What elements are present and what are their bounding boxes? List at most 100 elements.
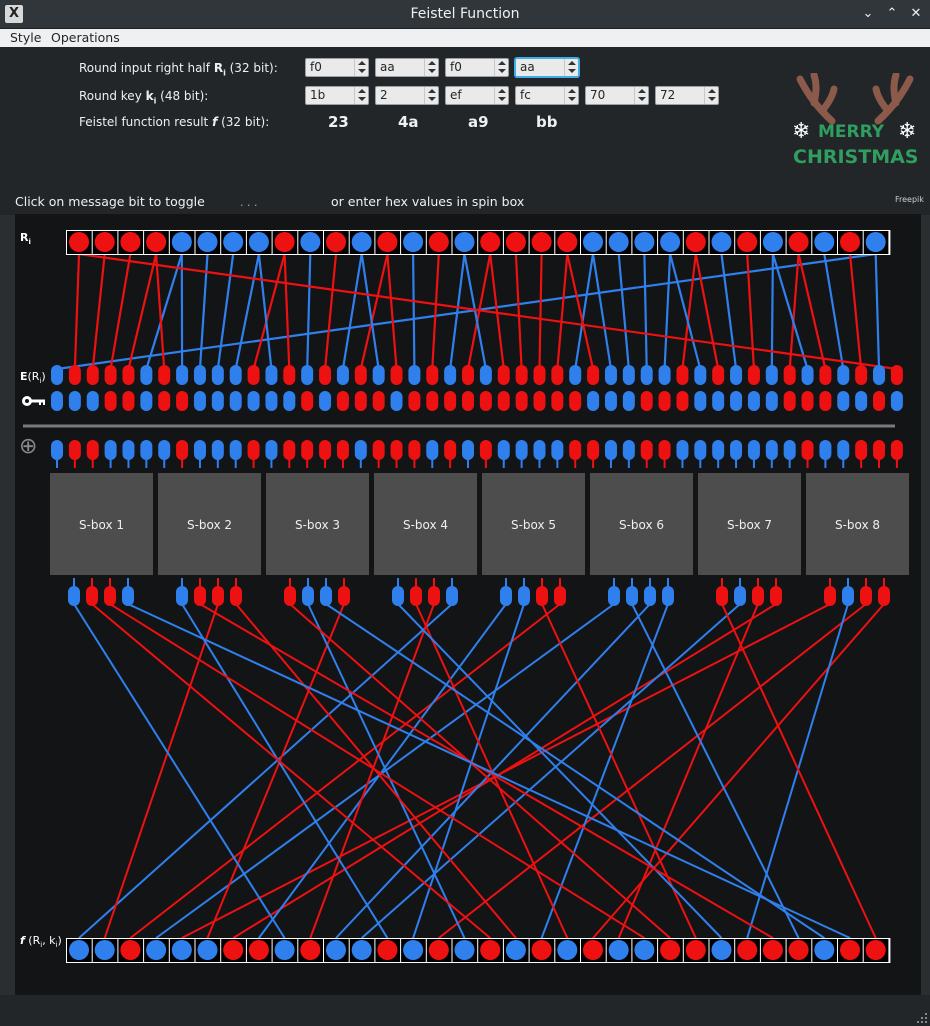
key-bit[interactable] [890,391,903,411]
ri-spinbox-3-value[interactable]: f0 [450,60,462,74]
ri-bit[interactable] [788,232,809,252]
ri-spinbox-3[interactable]: f0 [445,58,509,77]
key-bit[interactable] [158,391,171,411]
ri-spinbox-4[interactable]: aa [515,58,579,77]
spin-arrows-icon[interactable] [494,87,508,104]
key-bit[interactable] [336,391,349,411]
key-bit[interactable] [676,391,689,411]
ri-bit[interactable] [223,232,244,252]
key-bit[interactable] [694,391,707,411]
key-bit[interactable] [211,391,224,411]
ki-spinbox-6[interactable]: 72 [655,86,719,105]
ri-bit[interactable] [403,232,424,252]
key-bit[interactable] [319,391,332,411]
key-bit[interactable] [104,391,117,411]
key-bit[interactable] [372,391,385,411]
ri-bit[interactable] [685,232,706,252]
key-bit[interactable] [551,391,564,411]
ri-bit[interactable] [480,232,501,252]
key-bit[interactable] [229,391,242,411]
maximize-icon[interactable]: ⌃ [886,6,898,21]
ri-bit[interactable] [377,232,398,252]
spin-arrows-icon[interactable] [354,87,368,104]
ri-bit[interactable] [865,232,886,252]
key-bit[interactable] [747,391,760,411]
spin-arrows-icon[interactable] [494,59,508,76]
key-bit[interactable] [68,391,81,411]
spin-arrows-icon[interactable] [424,59,438,76]
ri-bit[interactable] [171,232,192,252]
ri-bit[interactable] [146,232,167,252]
ki-spinbox-4[interactable]: fc [515,86,579,105]
key-bit[interactable] [354,391,367,411]
ri-bit[interactable] [274,232,295,252]
key-bit[interactable] [622,391,635,411]
key-bit[interactable] [479,391,492,411]
key-bit[interactable] [122,391,135,411]
resize-grip-icon[interactable] [916,1012,928,1024]
ri-bit[interactable] [531,232,552,252]
spin-arrows-icon[interactable] [704,87,718,104]
key-bit[interactable] [712,391,725,411]
ri-bit[interactable] [351,232,372,252]
ri-bit[interactable] [197,232,218,252]
ri-bit[interactable] [120,232,141,252]
key-bit[interactable] [462,391,475,411]
key-bit[interactable] [730,391,743,411]
key-bit[interactable] [193,391,206,411]
close-icon[interactable]: ✕ [910,6,922,21]
ri-bit[interactable] [711,232,732,252]
ki-spinbox-3-value[interactable]: ef [450,88,462,102]
key-bit[interactable] [533,391,546,411]
key-bit[interactable] [783,391,796,411]
ki-spinbox-2-value[interactable]: 2 [380,88,388,102]
ri-spinbox-2-value[interactable]: aa [380,60,395,74]
ri-bit[interactable] [94,232,115,252]
key-bit[interactable] [86,391,99,411]
ri-bit[interactable] [737,232,758,252]
spin-arrows-icon[interactable] [354,59,368,76]
key-bit[interactable] [801,391,814,411]
ri-spinbox-2[interactable]: aa [375,58,439,77]
key-bit[interactable] [426,391,439,411]
ri-bit[interactable] [300,232,321,252]
key-bit[interactable] [873,391,886,411]
key-bit[interactable] [247,391,260,411]
key-bit[interactable] [515,391,528,411]
key-bit[interactable] [819,391,832,411]
ki-spinbox-1[interactable]: 1b [305,86,369,105]
key-bit[interactable] [658,391,671,411]
key-bit[interactable] [408,391,421,411]
key-bit[interactable] [301,391,314,411]
ri-bit[interactable] [557,232,578,252]
spin-arrows-icon[interactable] [424,87,438,104]
minimize-icon[interactable]: ⌄ [862,6,874,21]
ri-bit[interactable] [762,232,783,252]
key-bit[interactable] [283,391,296,411]
spin-arrows-icon[interactable] [564,59,578,76]
ri-bit[interactable] [660,232,681,252]
ri-bit[interactable] [428,232,449,252]
ri-bit[interactable] [454,232,475,252]
ki-spinbox-6-value[interactable]: 72 [660,88,676,102]
menu-style[interactable]: Style [10,30,42,45]
spin-arrows-icon[interactable] [564,87,578,104]
key-bit[interactable] [640,391,653,411]
key-bit[interactable] [569,391,582,411]
ri-spinbox-1-value[interactable]: f0 [310,60,322,74]
key-bit[interactable] [176,391,189,411]
menu-operations[interactable]: Operations [51,30,120,45]
ri-bit[interactable] [608,232,629,252]
key-bit[interactable] [265,391,278,411]
ri-bit[interactable] [840,232,860,252]
ri-bit[interactable] [814,232,835,252]
ki-spinbox-3[interactable]: ef [445,86,509,105]
ri-bit[interactable] [583,232,603,252]
key-bit[interactable] [497,391,510,411]
ri-bit[interactable] [634,232,655,252]
key-bit[interactable] [51,391,63,411]
key-bit[interactable] [604,391,617,411]
ri-bit[interactable] [248,232,269,252]
ri-bit[interactable] [326,232,346,252]
ki-spinbox-1-value[interactable]: 1b [310,88,326,102]
